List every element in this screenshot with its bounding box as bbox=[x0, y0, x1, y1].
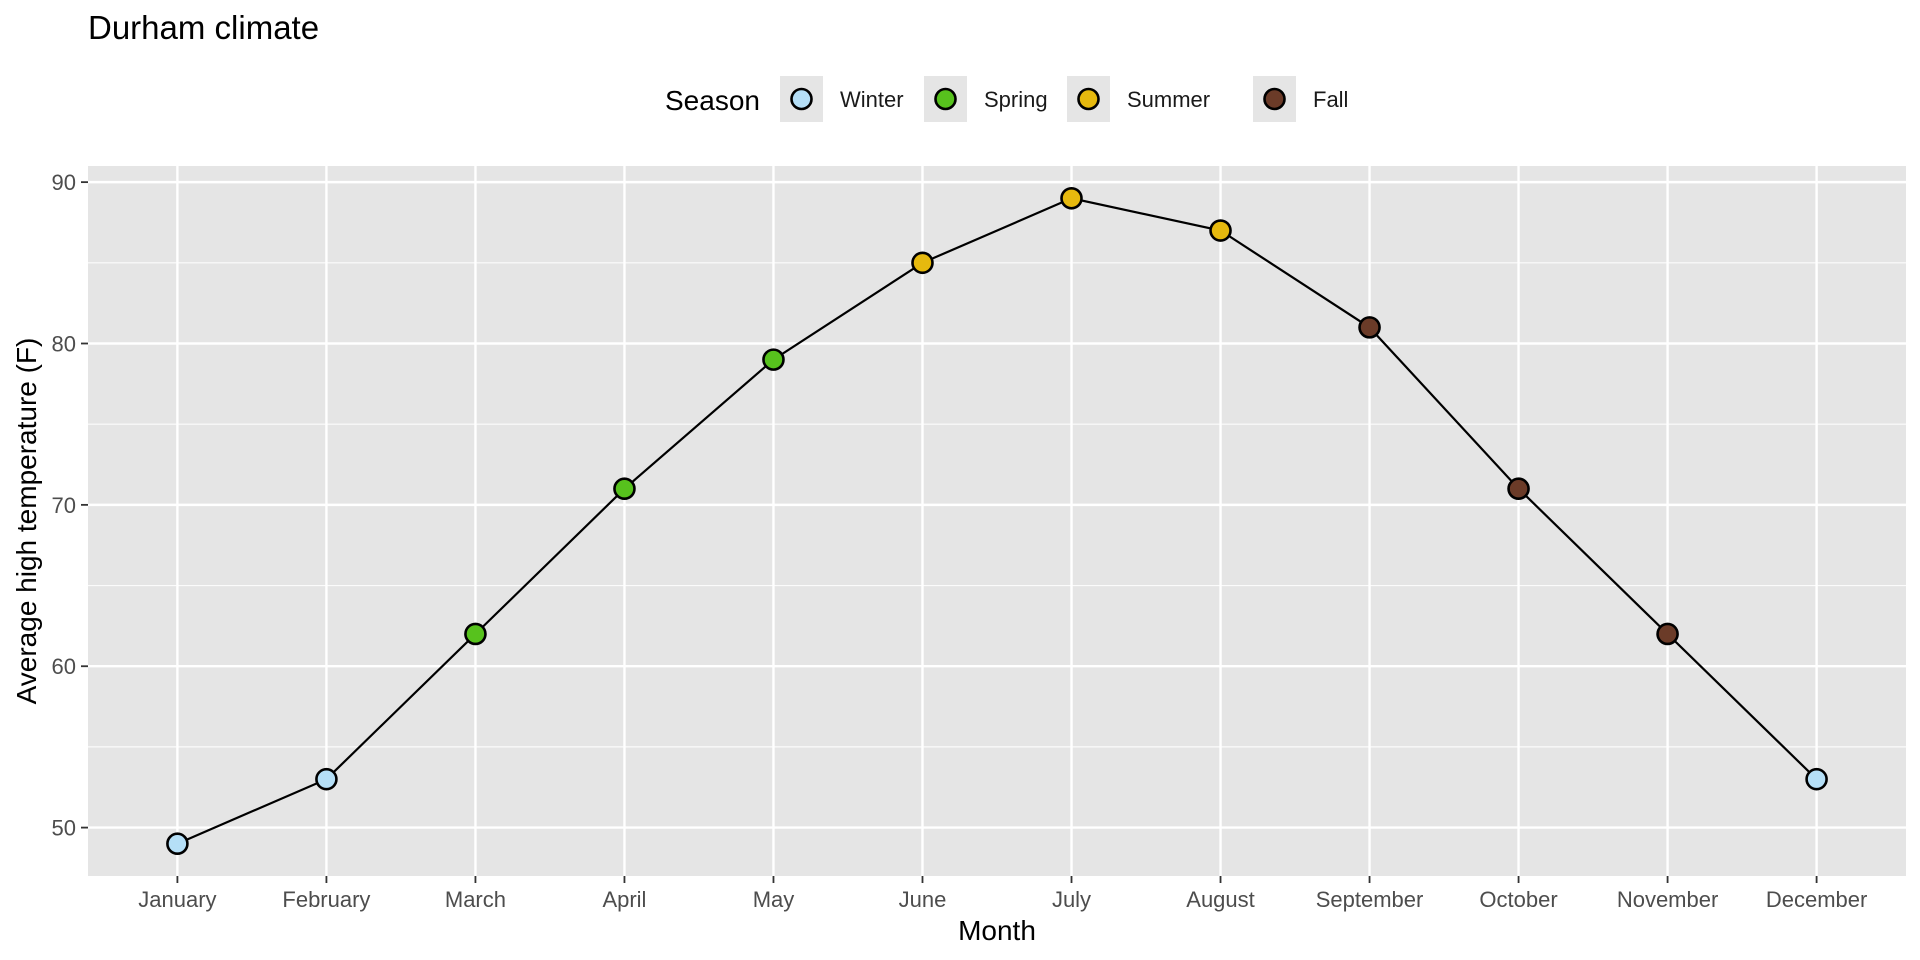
y-tick-label: 50 bbox=[52, 816, 76, 841]
series-temperature bbox=[166, 186, 1828, 856]
data-point bbox=[315, 767, 338, 791]
legend: Season Winter Spring Summer Fall bbox=[665, 76, 1348, 122]
legend-marker-spring bbox=[934, 87, 957, 111]
y-tick-label: 60 bbox=[52, 654, 76, 679]
y-axis: 50 60 70 80 90 bbox=[52, 170, 88, 841]
data-point bbox=[1209, 219, 1232, 242]
x-tick-label: August bbox=[1186, 887, 1255, 912]
legend-marker-winter bbox=[790, 87, 813, 111]
x-tick-label: November bbox=[1617, 887, 1718, 912]
data-point bbox=[1507, 477, 1530, 501]
x-axis-title: Month bbox=[958, 915, 1036, 946]
data-point bbox=[1358, 316, 1381, 339]
y-tick-label: 90 bbox=[52, 170, 76, 195]
legend-label-spring: Spring bbox=[984, 87, 1048, 112]
x-tick-label: March bbox=[445, 887, 506, 912]
data-point bbox=[762, 348, 785, 371]
data-point bbox=[1656, 622, 1679, 646]
data-line bbox=[176, 197, 1818, 845]
x-tick-label: February bbox=[282, 887, 370, 912]
legend-title: Season bbox=[665, 85, 760, 116]
data-point bbox=[1060, 186, 1083, 210]
x-tick-label: June bbox=[899, 887, 947, 912]
x-tick-label: October bbox=[1479, 887, 1557, 912]
x-tick-label: December bbox=[1766, 887, 1867, 912]
x-tick-label: September bbox=[1316, 887, 1424, 912]
legend-label-summer: Summer bbox=[1127, 87, 1210, 112]
x-tick-label: April bbox=[602, 887, 646, 912]
data-point bbox=[1805, 767, 1828, 791]
x-tick-label: January bbox=[138, 887, 216, 912]
x-tick-label: July bbox=[1052, 887, 1091, 912]
y-tick-label: 70 bbox=[52, 493, 76, 518]
legend-marker-summer bbox=[1077, 87, 1100, 111]
legend-label-fall: Fall bbox=[1313, 87, 1348, 112]
data-point bbox=[166, 832, 189, 856]
plot-panel bbox=[88, 166, 1906, 876]
y-tick-label: 80 bbox=[52, 332, 76, 357]
data-point bbox=[464, 622, 487, 646]
x-axis: January February March April May June July Augu… bbox=[138, 876, 1867, 912]
data-point bbox=[911, 251, 934, 275]
data-point bbox=[613, 477, 636, 501]
legend-label-winter: Winter bbox=[840, 87, 904, 112]
gridlines bbox=[88, 166, 1906, 876]
x-tick-label: May bbox=[753, 887, 795, 912]
legend-marker-fall bbox=[1263, 87, 1286, 111]
chart-title: Durham climate bbox=[88, 9, 319, 46]
y-axis-title: Average high temperature (F) bbox=[11, 338, 42, 705]
